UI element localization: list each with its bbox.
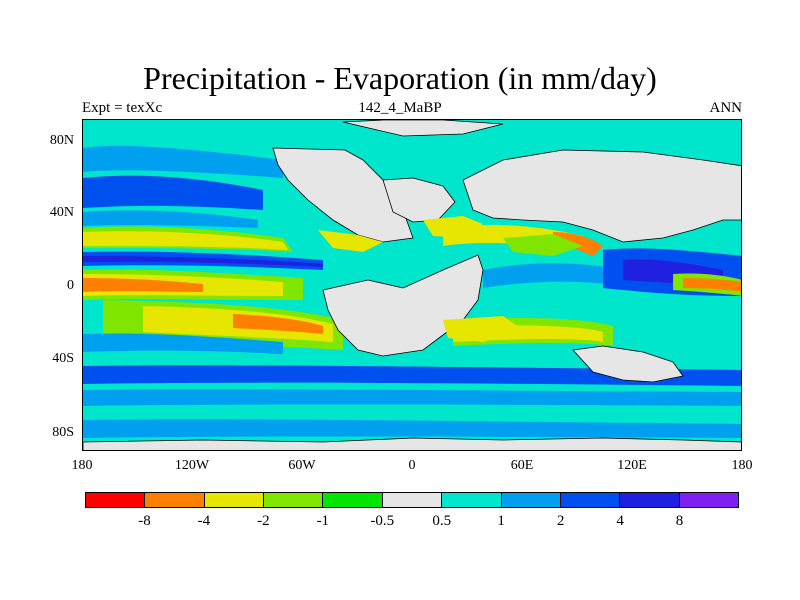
colorbar-label: -8 [138, 513, 151, 529]
colorbar-label: -0.5 [370, 513, 395, 529]
continent-antarctica [83, 437, 741, 450]
colorbar-label: 1 [497, 513, 505, 529]
band-antarctic-coast [83, 419, 741, 438]
continent-greenland [342, 120, 504, 137]
lon-label-180w: 180 [71, 458, 93, 473]
colorbar-label: -4 [197, 513, 211, 529]
colorbar-segment [442, 493, 502, 507]
lon-label-180e: 180 [731, 458, 753, 473]
band-n-pac-mid [83, 210, 258, 228]
band-itcz-core [83, 256, 323, 267]
colorbar-label: 4 [616, 513, 624, 529]
band-eq-dry-3 [83, 278, 203, 292]
map-title: Precipitation - Evaporation (in mm/day) [143, 60, 657, 96]
colorbar-segment [501, 493, 561, 507]
colorbar-segment [560, 493, 621, 507]
lat-label-80s: 80S [52, 425, 74, 440]
continent-north-atlantic-land [382, 177, 456, 223]
colorbar [85, 492, 739, 508]
experiment-label: Expt = texXc [82, 100, 163, 116]
lon-label-60e: 60E [510, 458, 534, 473]
map-canvas [83, 120, 741, 450]
band-n-pac-wet [83, 175, 263, 210]
africa-ne-dry [503, 234, 583, 256]
band-na-storm [83, 145, 283, 178]
colorbar-segment [679, 493, 738, 507]
colorbar-segment [620, 493, 680, 507]
colorbar-label: -1 [316, 513, 330, 529]
indian-wet [483, 263, 623, 288]
na-coast-dry [318, 230, 383, 252]
band-s-subtrop-3 [233, 314, 323, 334]
lon-label-0: 0 [408, 458, 416, 473]
colorbar-segment [204, 493, 265, 507]
lat-label-40n: 40N [49, 205, 74, 220]
band-s-trans [83, 333, 283, 354]
band-s-storm-outer [83, 389, 741, 406]
period-label: 142_4_MaBP [358, 100, 442, 116]
colorbar-label: 8 [675, 513, 684, 529]
e-pac-dry-core [683, 278, 741, 292]
lon-label-120w: 120W [174, 458, 210, 473]
lon-label-60w: 60W [288, 458, 316, 473]
colorbar-segment [86, 493, 146, 507]
colorbar-segment [382, 493, 443, 507]
band-s-storm [83, 365, 741, 386]
pe-map [82, 119, 742, 451]
colorbar-segment [145, 493, 205, 507]
continent-australia [572, 345, 684, 383]
lat-label-40s: 40S [52, 351, 74, 366]
colorbar-label: 0.5 [432, 513, 452, 529]
season-label: ANN [709, 100, 743, 116]
colorbar-segment [264, 493, 324, 507]
lat-label-80n: 80N [49, 133, 74, 148]
colorbar-label: 2 [556, 513, 565, 529]
lat-label-0: 0 [67, 278, 74, 293]
band-n-subtrop-2 [83, 231, 288, 250]
colorbar-label: -2 [257, 513, 270, 529]
africa-n-dry [423, 216, 483, 238]
colorbar-segment [323, 493, 383, 507]
s-africa-dry [443, 316, 523, 342]
continent-eurasia [462, 149, 741, 243]
lon-label-120e: 120E [617, 458, 647, 473]
